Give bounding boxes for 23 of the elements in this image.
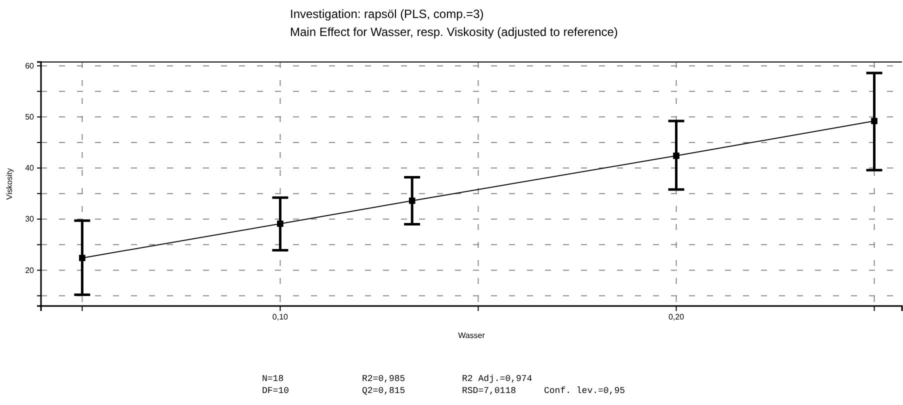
point	[673, 152, 680, 159]
point	[871, 118, 878, 124]
point	[79, 254, 86, 262]
text: Q2=0,815	[362, 386, 406, 396]
y-tick-label: 40	[25, 164, 35, 173]
point	[408, 198, 416, 204]
chart-title: Investigation: rapsöl (PLS, comp.=3)	[290, 7, 484, 21]
x-tick-label: 0,20	[668, 312, 685, 322]
y-axis-title: Viskosity	[5, 168, 14, 200]
text: R2 Adj.=0,974	[462, 374, 532, 384]
chart-subtitle: Main Effect for Wasser, resp. Viskosity (adjusted to reference)	[290, 25, 618, 39]
text: DF=10	[262, 386, 290, 396]
x-tick-label: 0,10	[272, 312, 289, 322]
text: Conf. lev.=0,95	[544, 386, 626, 396]
y-tick-label: 50	[25, 112, 35, 122]
x-axis-title: Wasser	[458, 331, 486, 340]
point	[277, 220, 284, 227]
y-tick-label: 20	[25, 266, 35, 275]
text: N=18	[262, 374, 284, 384]
text: R2=0,985	[362, 374, 406, 384]
text: RSD=7,0118	[462, 386, 516, 396]
y-tick-label: 60	[25, 61, 35, 70]
y-tick-label: 30	[25, 214, 35, 224]
